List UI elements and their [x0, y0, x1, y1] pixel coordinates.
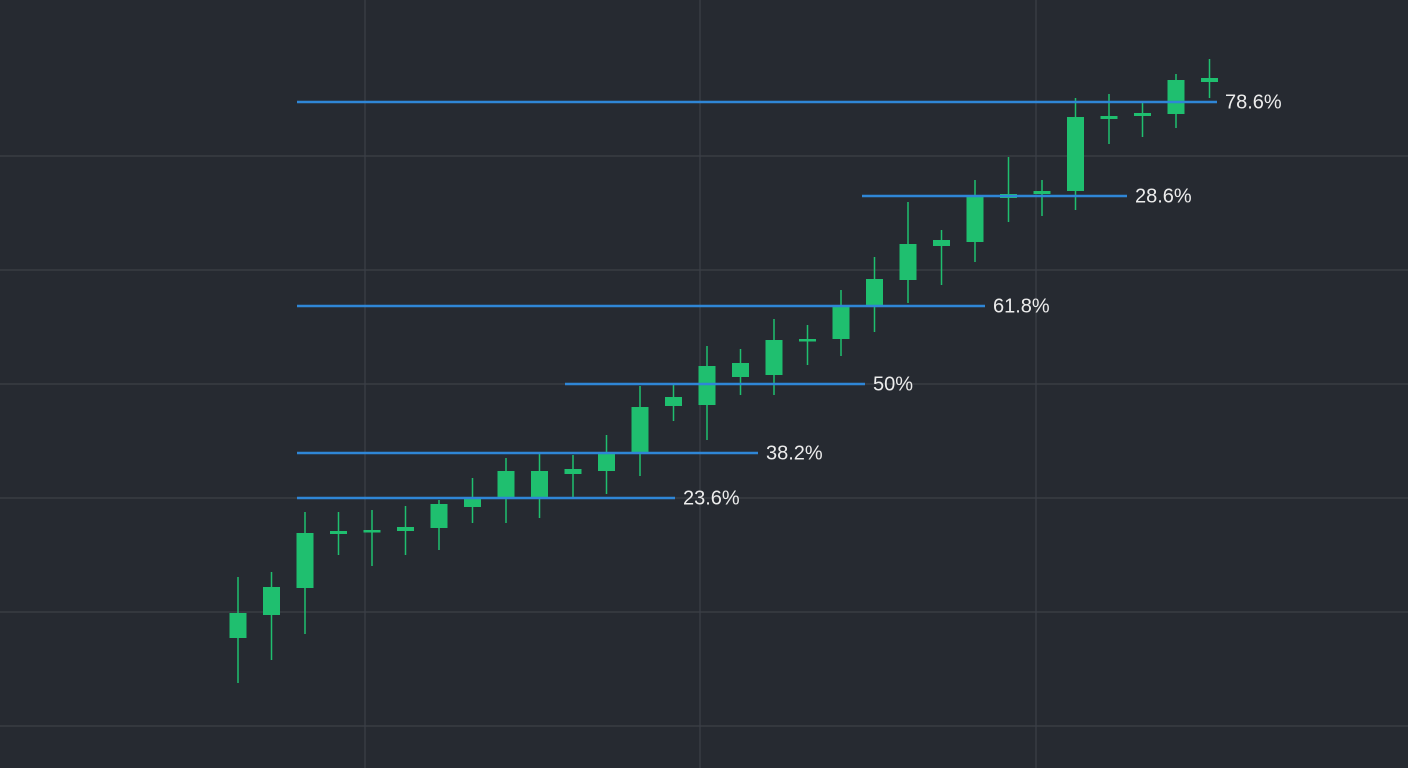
candle-body	[598, 453, 615, 471]
candle-body	[564, 469, 582, 474]
candle-body	[531, 471, 548, 498]
candle-body	[497, 471, 515, 498]
candle-body	[1100, 116, 1118, 119]
candle-body	[1201, 78, 1218, 82]
candle-body	[430, 504, 448, 528]
fib-level-label: 28.6%	[1135, 185, 1192, 207]
candle-body	[263, 587, 280, 615]
candle-body	[966, 196, 984, 242]
candle-body	[933, 240, 950, 246]
candle-body	[732, 363, 749, 377]
candle-body	[899, 244, 917, 280]
candle-body	[397, 527, 414, 531]
candle-body	[1067, 117, 1084, 191]
candle-body	[296, 533, 314, 588]
candle-body	[363, 530, 381, 533]
candle-body	[330, 531, 347, 534]
candle-body	[665, 397, 682, 406]
candle-body	[229, 613, 247, 638]
candle-body	[866, 279, 883, 306]
candle-body	[1167, 80, 1185, 114]
candle-body	[799, 339, 816, 342]
candle-body	[832, 307, 850, 339]
candle-body	[698, 366, 716, 405]
fib-level-label: 78.6%	[1225, 91, 1282, 113]
fib-level-label: 23.6%	[683, 487, 740, 509]
candle-body	[631, 407, 649, 453]
fib-level-label: 38.2%	[766, 442, 823, 464]
candle-body	[1033, 191, 1051, 194]
fib-level-label: 50%	[873, 373, 913, 395]
candle-body	[1134, 113, 1151, 116]
fib-level-label: 61.8%	[993, 295, 1050, 317]
candle-body	[464, 499, 481, 507]
candle-body	[765, 340, 783, 375]
